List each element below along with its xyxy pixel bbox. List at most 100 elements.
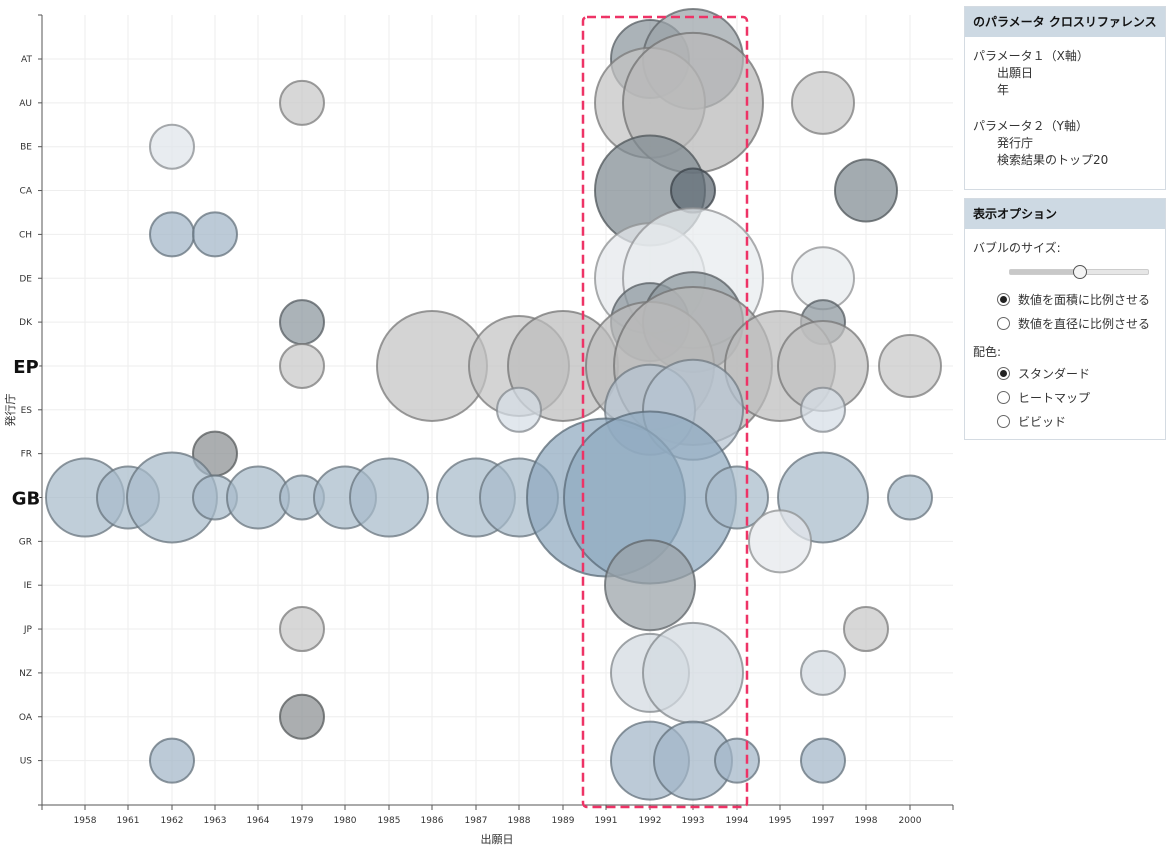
bubble-size-label: バブルのサイズ:	[973, 241, 1061, 255]
y-tick-label: AU	[19, 99, 32, 109]
bubbles	[45, 8, 942, 801]
y-tick-label: FR	[21, 450, 32, 460]
y-tick-label: DK	[19, 318, 33, 328]
y-tick-label: GB	[12, 489, 41, 510]
param1-field: 出願日	[997, 66, 1034, 80]
bubble-chart: 1958 1961 1962 1963 1964 1979 1980 1985 1986 1987…	[3, 8, 954, 846]
param1-title: パラメータ１（X軸）	[973, 49, 1089, 63]
y-tick-label: IE	[24, 581, 33, 591]
axes: 1958 1961 1962 1963 1964 1979 1980 1985 1986 1987…	[10, 14, 954, 826]
y-axis-title: 発行庁	[3, 394, 17, 427]
x-tick-label: 1993	[682, 816, 705, 826]
cross-reference-panel: のパラメータ クロスリファレンス パラメータ１（X軸） 出願日 年 パラメータ２…	[964, 6, 1166, 190]
bubble	[149, 123, 195, 170]
bubble	[834, 158, 898, 223]
x-tick-label: 1985	[378, 816, 401, 826]
slider-fill	[1010, 270, 1079, 274]
y-tick-label: JP	[23, 625, 33, 635]
bubble	[496, 386, 542, 433]
cross-reference-title: のパラメータ クロスリファレンス	[965, 7, 1165, 37]
bubble	[279, 693, 325, 740]
x-tick-label: 1987	[465, 816, 488, 826]
bubble	[192, 211, 238, 258]
param1-unit: 年	[997, 83, 1010, 97]
x-tick-label: 1986	[421, 816, 444, 826]
size-area-label[interactable]: 数値を面積に比例させる	[1018, 292, 1151, 307]
color-option-heatmap[interactable]: ヒートマップ	[973, 385, 1157, 409]
size-option-diameter[interactable]: 数値を直径に比例させる	[973, 311, 1157, 335]
param2-field: 発行庁	[997, 136, 1034, 150]
bubble	[349, 457, 429, 538]
bubble	[878, 333, 942, 398]
size-diameter-radio[interactable]	[997, 316, 1010, 330]
x-tick-label: 1988	[508, 816, 531, 826]
y-tick-label: EP	[13, 357, 39, 378]
x-tick-label: 1998	[855, 816, 878, 826]
bubble	[670, 167, 716, 214]
bubble	[843, 606, 889, 653]
x-tick-label: 1963	[204, 816, 227, 826]
color-standard-label[interactable]: スタンダード	[1018, 366, 1091, 381]
x-axis-title: 出願日	[481, 832, 514, 846]
size-option-area[interactable]: 数値を面積に比例させる	[973, 287, 1157, 311]
x-tick-label: 1979	[291, 816, 314, 826]
bubble	[800, 386, 846, 433]
bubble	[800, 737, 846, 784]
bubble	[705, 465, 769, 530]
x-tick-label: 1997	[812, 816, 835, 826]
x-tick-label: 1992	[639, 816, 662, 826]
y-tick-label: OA	[19, 713, 33, 723]
x-tick-label: 1994	[726, 816, 749, 826]
bubble	[748, 509, 812, 574]
color-standard-radio[interactable]	[997, 366, 1010, 380]
bubble	[604, 539, 696, 632]
bubble	[642, 621, 744, 724]
y-tick-label: GR	[19, 537, 32, 547]
bubble	[279, 299, 325, 346]
color-heatmap-label[interactable]: ヒートマップ	[1018, 390, 1091, 405]
y-tick-label: BE	[20, 143, 32, 153]
x-tick-label: 1961	[117, 816, 140, 826]
bubble-size-slider[interactable]	[973, 261, 1157, 281]
size-area-radio[interactable]	[997, 292, 1010, 306]
chart-svg: 1958 1961 1962 1963 1964 1979 1980 1985 1986 1987…	[3, 8, 954, 846]
slider-track[interactable]	[1009, 265, 1149, 279]
y-tick-label: NZ	[19, 669, 32, 679]
bubble	[279, 606, 325, 653]
highlight-box	[581, 15, 749, 809]
x-tick-label: 1989	[552, 816, 575, 826]
color-option-vivid[interactable]: ビビッド	[973, 409, 1157, 433]
y-tick-label: ES	[21, 406, 33, 416]
display-options-title: 表示オプション	[965, 199, 1165, 229]
y-tick-label: US	[20, 757, 33, 767]
y-tick-label: AT	[21, 55, 32, 65]
bubble	[279, 342, 325, 389]
x-tick-label: 1980	[334, 816, 357, 826]
color-scheme-label: 配色:	[973, 345, 1002, 359]
x-tick-label: 1958	[74, 816, 97, 826]
color-vivid-label[interactable]: ビビッド	[1018, 414, 1067, 429]
bubble	[791, 70, 855, 135]
color-vivid-radio[interactable]	[997, 414, 1010, 428]
size-diameter-label[interactable]: 数値を直径に比例させる	[1018, 316, 1151, 331]
y-tick-label: DE	[19, 274, 32, 284]
x-tick-label: 1962	[161, 816, 184, 826]
y-tick-label: CH	[19, 230, 32, 240]
x-tick-label: 1995	[769, 816, 792, 826]
x-tick-label: 1964	[247, 816, 270, 826]
color-heatmap-radio[interactable]	[997, 390, 1010, 404]
x-tick-label: 2000	[899, 816, 922, 826]
slider-thumb[interactable]	[1073, 265, 1087, 279]
bubble	[149, 211, 195, 258]
display-options-panel: 表示オプション バブルのサイズ: 数値を面積に比例させる 数値を直径に比例させる…	[964, 198, 1166, 440]
param2-scope: 検索結果のトップ20	[997, 153, 1109, 167]
color-option-standard[interactable]: スタンダード	[973, 361, 1157, 385]
bubble	[279, 79, 325, 126]
y-tick-label: CA	[20, 187, 33, 197]
x-tick-label: 1991	[595, 816, 618, 826]
bubble	[149, 737, 195, 784]
bubble	[714, 737, 760, 784]
bubble	[887, 474, 933, 521]
param2-title: パラメータ２（Y軸）	[973, 119, 1088, 133]
bubble	[800, 649, 846, 696]
